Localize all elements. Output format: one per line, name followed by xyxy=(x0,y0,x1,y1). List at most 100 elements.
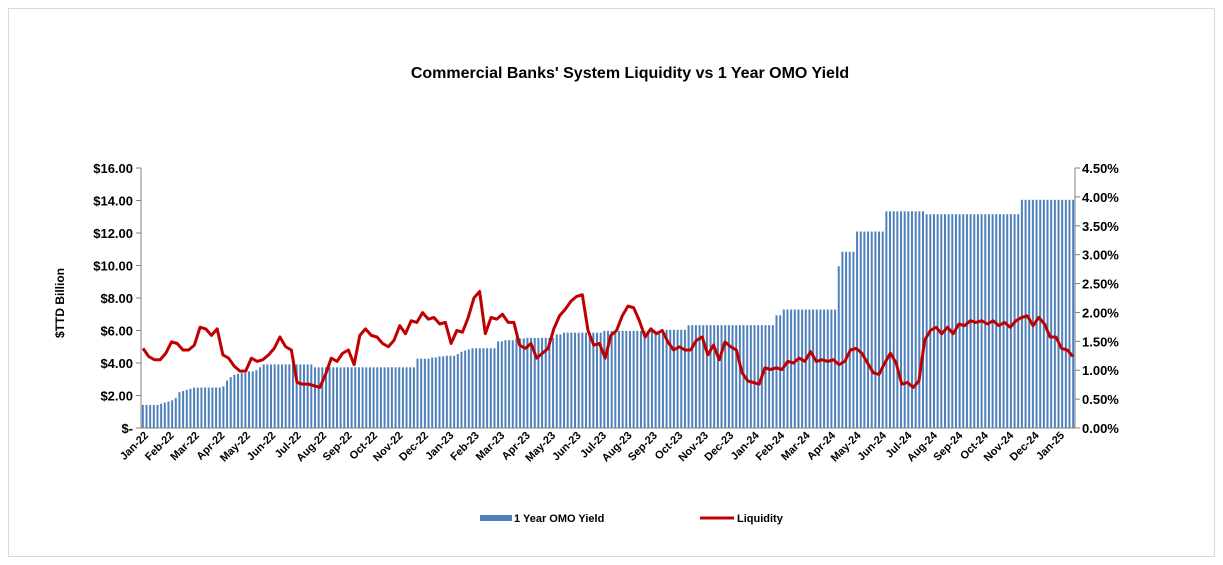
omo-yield-bar xyxy=(874,231,877,428)
y-axis-right-tick-label: 1.00% xyxy=(1082,363,1119,378)
omo-yield-bar xyxy=(768,325,771,428)
omo-yield-bar xyxy=(801,309,804,428)
omo-yield-bar xyxy=(306,364,309,428)
omo-yield-bar xyxy=(1009,214,1012,428)
omo-yield-bar xyxy=(266,364,269,428)
omo-yield-bar xyxy=(731,325,734,428)
omo-yield-bar xyxy=(709,325,712,428)
omo-yield-bar xyxy=(830,309,833,428)
omo-yield-bar xyxy=(852,251,855,428)
y-axis-left-tick-label: $10.00 xyxy=(93,259,133,274)
omo-yield-bar xyxy=(167,401,170,428)
omo-yield-bar xyxy=(1050,199,1053,428)
omo-yield-bar xyxy=(226,380,229,428)
omo-yield-bar xyxy=(273,364,276,428)
omo-yield-bar xyxy=(277,364,280,428)
omo-yield-bar xyxy=(599,332,602,428)
omo-yield-bar xyxy=(537,337,540,428)
omo-yield-bar xyxy=(1031,199,1034,428)
omo-yield-bar xyxy=(482,348,485,428)
omo-yield-bar xyxy=(394,367,397,428)
omo-yield-bar xyxy=(449,355,452,428)
omo-yield-bar xyxy=(163,402,166,428)
omo-yield-bar xyxy=(713,325,716,428)
omo-yield-bar xyxy=(486,348,489,428)
omo-yield-bar xyxy=(720,325,723,428)
omo-yield-bar xyxy=(1061,199,1064,428)
omo-yield-bar xyxy=(643,330,646,428)
omo-yield-bar xyxy=(716,325,719,428)
omo-yield-bar xyxy=(793,309,796,428)
omo-yield-bar xyxy=(815,309,818,428)
omo-yield-bar xyxy=(987,214,990,428)
omo-yield-bar xyxy=(284,364,287,428)
omo-yield-bar xyxy=(460,351,463,428)
omo-yield-bar xyxy=(625,330,628,428)
omo-yield-bar xyxy=(881,231,884,428)
omo-yield-bar xyxy=(383,367,386,428)
omo-yield-bar xyxy=(786,309,789,428)
y-axis-left-tick-label: $8.00 xyxy=(100,291,133,306)
omo-yield-bar xyxy=(292,364,295,428)
omo-yield-bar xyxy=(603,330,606,428)
omo-yield-bar xyxy=(420,358,423,428)
omo-yield-bar xyxy=(442,356,445,428)
omo-yield-bar xyxy=(775,315,778,428)
omo-yield-bar xyxy=(379,367,382,428)
y-axis-right-tick-label: 2.00% xyxy=(1082,305,1119,320)
omo-yield-bar xyxy=(702,325,705,428)
omo-yield-bar xyxy=(665,329,668,428)
omo-yield-bar xyxy=(160,403,163,428)
omo-yield-bar xyxy=(522,338,525,428)
y-axis-left-tick-label: $2.00 xyxy=(100,389,133,404)
y-axis-right-tick-label: 1.50% xyxy=(1082,334,1119,349)
omo-yield-bar xyxy=(596,332,599,428)
omo-yield-bar xyxy=(354,367,357,428)
omo-yield-bar xyxy=(614,330,617,428)
liquidity-line-layer xyxy=(141,290,1075,389)
omo-yield-bar xyxy=(215,387,218,428)
omo-yield-bar xyxy=(998,214,1001,428)
omo-yield-bar xyxy=(500,341,503,428)
omo-yield-bar xyxy=(647,330,650,428)
omo-yield-bar xyxy=(317,367,320,428)
omo-yield-bar xyxy=(412,367,415,428)
omo-yield-bar xyxy=(804,309,807,428)
omo-yield-bar xyxy=(200,387,203,428)
omo-yield-bar xyxy=(727,325,730,428)
omo-yield-bar xyxy=(357,367,360,428)
omo-yield-bar xyxy=(585,332,588,428)
omo-yield-bar xyxy=(555,334,558,428)
x-axis-ticks: Jan-22Feb-22Mar-22Apr-22May-22Jun-22Jul-… xyxy=(118,429,1067,464)
omo-yield-bar xyxy=(1020,199,1023,428)
omo-yield-bar xyxy=(962,214,965,428)
omo-yield-bar xyxy=(237,373,240,428)
omo-yield-bar xyxy=(1072,199,1075,428)
y-axis-left-tick-label: $6.00 xyxy=(100,324,133,339)
omo-yield-bar xyxy=(493,348,496,428)
omo-yield-bar xyxy=(489,348,492,428)
omo-yield-bar xyxy=(592,332,595,428)
omo-yield-bar xyxy=(281,364,284,428)
omo-yield-bar xyxy=(339,367,342,428)
omo-yield-bar xyxy=(453,355,456,428)
omo-yield-bar xyxy=(193,387,196,428)
omo-yield-bar xyxy=(259,367,262,428)
chart-frame xyxy=(8,8,1215,557)
omo-yield-bar xyxy=(746,325,749,428)
omo-yield-bar xyxy=(1064,199,1067,428)
omo-yield-bar xyxy=(438,356,441,428)
omo-yield-bar xyxy=(687,325,690,428)
omo-yield-bar xyxy=(735,325,738,428)
omo-yield-bar xyxy=(610,330,613,428)
omo-yield-bar xyxy=(900,211,903,428)
omo-yield-bars xyxy=(141,199,1075,428)
omo-yield-bar xyxy=(332,367,335,428)
omo-yield-bar xyxy=(848,251,851,428)
legend-label-omo-yield: 1 Year OMO Yield xyxy=(514,513,604,525)
omo-yield-bar xyxy=(152,404,155,428)
omo-yield-bar xyxy=(574,332,577,428)
omo-yield-bar xyxy=(995,214,998,428)
omo-yield-bar xyxy=(515,338,518,428)
omo-yield-bar xyxy=(464,350,467,428)
